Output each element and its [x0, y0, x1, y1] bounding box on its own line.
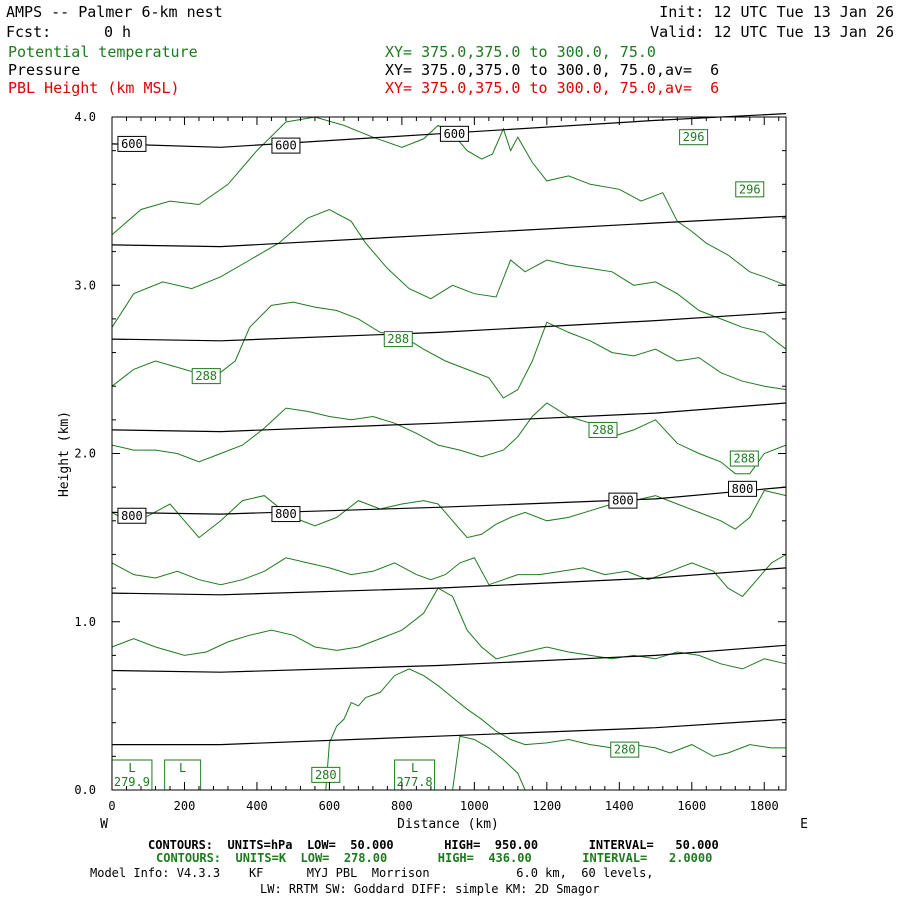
theta-label-6-box	[311, 766, 341, 783]
theta-label-2-box	[191, 368, 221, 385]
pressure-label-6-box	[728, 480, 758, 497]
theta-label-3-box	[383, 331, 413, 348]
pressure-contour-6	[111, 644, 787, 673]
y-tick-label-2: 2.0	[74, 447, 96, 461]
x-tick-label-7: 1400	[605, 799, 634, 813]
footer-model-info: Model Info: V4.3.3 KF MYJ PBL Morrison 6…	[90, 866, 654, 880]
x-tick-label-1: 200	[174, 799, 196, 813]
theta-label-5: 288	[733, 452, 755, 466]
theta-contour-2	[111, 301, 787, 399]
x-tick-label-8: 1600	[677, 799, 706, 813]
y-tick-label-3: 3.0	[74, 278, 96, 292]
pressure-label-5: 800	[612, 494, 634, 508]
theta-contour-5	[111, 554, 787, 598]
theta-label-0-box	[679, 129, 709, 146]
low-marker-1: L	[179, 761, 186, 775]
pressure-label-1-box	[271, 137, 301, 154]
theta-label-3: 288	[387, 332, 409, 346]
pressure-contour-1	[111, 215, 787, 248]
chart-title: AMPS -- Palmer 6-km nest	[6, 3, 223, 21]
pressure-label-0-box	[117, 135, 147, 152]
init-time: Init: 12 UTC Tue 13 Jan 26	[659, 3, 894, 21]
pressure-contour-4	[111, 486, 787, 515]
x-tick-label-6: 1200	[532, 799, 561, 813]
pressure-contour-5	[111, 567, 787, 596]
x-tick-label-9: 1800	[750, 799, 779, 813]
footer-contours-pressure: CONTOURS: UNITS=hPa LOW= 50.000 HIGH= 95…	[148, 838, 719, 852]
theta-contour-6	[111, 587, 787, 670]
theta-contours	[111, 116, 787, 791]
theta-label-1: 296	[739, 182, 761, 196]
footer-contours-theta: CONTOURS: UNITS=K LOW= 278.00 HIGH= 436.…	[156, 851, 713, 865]
x-tick-label-2: 400	[246, 799, 268, 813]
pressure-label-4-box	[271, 506, 301, 523]
pressure-contour-0	[111, 113, 787, 148]
x-tick-label-3: 600	[319, 799, 341, 813]
theta-label-4-box	[588, 421, 618, 438]
theta-contour-3	[111, 402, 787, 475]
theta-contour-0	[111, 116, 787, 286]
pressure-contours	[111, 113, 787, 746]
y-axis-label: Height (km)	[57, 411, 72, 497]
contour-labels: 600 600 600 800 800 800 800 296 296 288 288 288 288 2…	[111, 125, 765, 791]
theta-label-7-box	[610, 741, 640, 758]
theta-contour-8	[452, 735, 526, 791]
pressure-label-4: 800	[275, 507, 297, 521]
pressure-label-1: 600	[275, 139, 297, 153]
theta-label-6: 280	[315, 768, 337, 782]
forecast-value: 0 h	[104, 23, 132, 41]
pressure-contour-2	[111, 311, 787, 342]
pressure-label-3-box	[117, 507, 147, 524]
pressure-contour-7	[112, 718, 787, 746]
theta-label-4: 288	[592, 423, 614, 437]
theta-label-0: 296	[683, 130, 705, 144]
x-tick-label-0: 0	[108, 799, 115, 813]
theta-label-1-box	[735, 181, 765, 198]
pressure-contour-3	[111, 402, 787, 433]
low-marker-value-0: 279.9	[114, 775, 150, 789]
axes: 0.0 1.0 2.0 3.0 4.0 0 200 400 600 800 1000 1200 1400…	[74, 110, 786, 813]
field-name-pressure: Pressure	[8, 61, 81, 79]
low-marker-value-2: 277.8	[397, 775, 433, 789]
theta-contour-7	[325, 668, 786, 791]
pressure-label-0: 600	[121, 137, 143, 151]
valid-time: Valid: 12 UTC Tue 13 Jan 26	[650, 23, 894, 41]
field-name-pbl: PBL Height (km MSL)	[8, 79, 180, 97]
footer-physics: LW: RRTM SW: Goddard DIFF: simple KM: 2D…	[260, 882, 600, 896]
theta-contour-4	[111, 489, 787, 539]
y-tick-label-4: 4.0	[74, 110, 96, 124]
low-marker-2: L	[411, 761, 418, 775]
theta-label-7: 280	[614, 743, 636, 757]
plot-frame	[111, 116, 787, 791]
x-tick-label-5: 1000	[460, 799, 489, 813]
pressure-label-5-box	[608, 492, 638, 509]
y-tick-label-1: 1.0	[74, 615, 96, 629]
theta-label-2: 288	[195, 369, 217, 383]
theta-contour-1	[111, 208, 787, 350]
field-name-theta: Potential temperature	[8, 43, 198, 61]
field-xy-pressure: XY= 375.0,375.0 to 300.0, 75.0,av= 6	[385, 61, 720, 79]
field-xy-pbl: XY= 375.0,375.0 to 300.0, 75.0,av= 6	[385, 79, 720, 97]
pressure-label-6: 800	[732, 482, 754, 496]
theta-label-5-box	[729, 450, 759, 467]
y-tick-label-0: 0.0	[74, 783, 96, 797]
field-xy-theta: XY= 375.0,375.0 to 300.0, 75.0	[385, 43, 656, 61]
low-marker-0: L	[128, 761, 135, 775]
forecast-label: Fcst:	[6, 23, 52, 41]
east-label: E	[800, 817, 808, 832]
pressure-label-2-box	[439, 125, 469, 142]
pressure-label-3: 800	[121, 509, 143, 523]
x-axis-label: Distance (km)	[397, 817, 499, 832]
west-label: W	[100, 817, 108, 832]
x-tick-label-4: 800	[391, 799, 413, 813]
pressure-label-2: 600	[444, 127, 466, 141]
